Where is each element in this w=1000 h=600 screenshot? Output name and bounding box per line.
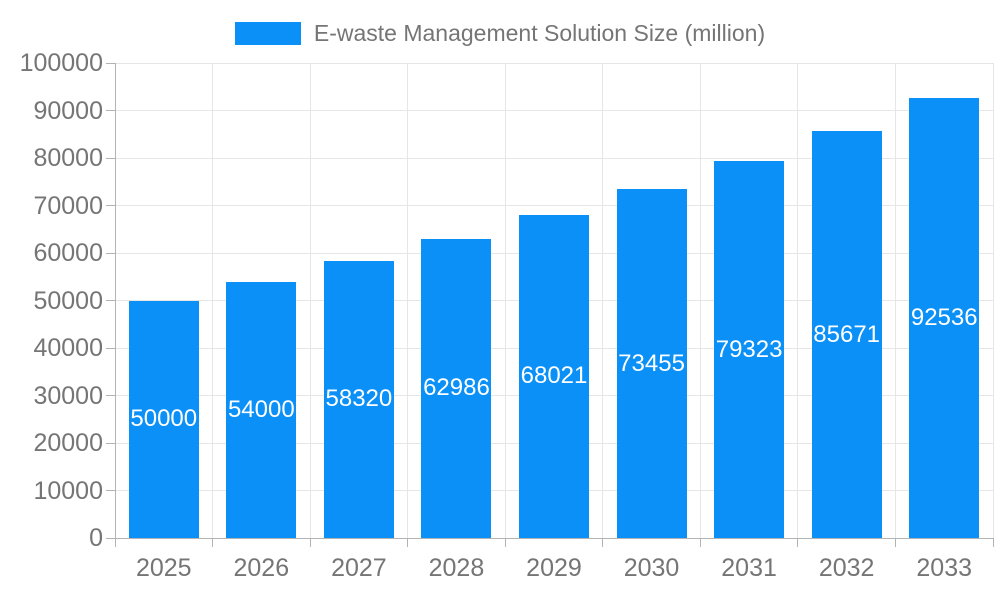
- bar: 85671: [811, 131, 882, 538]
- bar: 79323: [714, 161, 785, 538]
- bar: 68021: [519, 214, 589, 538]
- gridline-vertical: [797, 63, 799, 538]
- bar-value-label: 62986: [423, 374, 490, 402]
- bar-value-label: 58320: [325, 385, 393, 413]
- y-axis-tick-label: 90000: [33, 96, 103, 125]
- gridline-vertical: [407, 63, 409, 538]
- gridline-vertical: [699, 63, 701, 538]
- x-axis-tick-label: 2029: [526, 554, 582, 582]
- bar: 73455: [616, 189, 687, 538]
- y-axis-tick: [106, 110, 115, 111]
- bar-value-label: 85671: [813, 320, 881, 348]
- bar-value-label: 73455: [618, 349, 685, 377]
- gridline-horizontal: [115, 110, 993, 111]
- x-axis-tick-label: 2030: [623, 554, 680, 582]
- gridline-vertical: [309, 63, 311, 538]
- x-axis-tick-label: 2031: [721, 554, 777, 582]
- bar-value-label: 50000: [130, 405, 198, 433]
- y-axis-tick: [106, 62, 115, 64]
- x-axis-tick: [504, 538, 506, 547]
- y-axis-tick-label: 0: [89, 524, 103, 552]
- bar-value-label: 92536: [910, 304, 978, 332]
- y-axis-tick: [106, 300, 115, 301]
- x-axis-tick-label: 2033: [916, 554, 973, 582]
- y-axis-tick-label: 20000: [33, 429, 103, 457]
- bar-value-label: 79323: [715, 335, 783, 363]
- x-axis-tick-label: 2032: [818, 554, 875, 582]
- gridline-horizontal: [115, 62, 993, 64]
- y-axis-tick: [106, 395, 115, 396]
- bar: 62986: [421, 238, 492, 538]
- legend-label: E-waste Management Solution Size (millio…: [313, 19, 766, 46]
- bar: 92536: [909, 98, 980, 538]
- gridline-horizontal: [115, 157, 993, 159]
- x-axis-tick: [797, 538, 799, 547]
- y-axis-tick: [106, 442, 115, 444]
- gridline-vertical: [992, 63, 994, 538]
- y-axis-tick: [106, 490, 115, 491]
- bar: 54000: [226, 281, 297, 538]
- y-axis-tick: [106, 157, 115, 159]
- x-axis-line: [115, 537, 993, 539]
- y-axis-tick-label: 100000: [19, 49, 103, 77]
- bar-value-label: 54000: [227, 395, 295, 423]
- y-axis-tick: [106, 537, 115, 539]
- x-axis-tick-label: 2025: [135, 554, 192, 582]
- gridline-vertical: [602, 63, 604, 538]
- y-axis-tick: [106, 252, 115, 254]
- x-axis-tick: [407, 538, 409, 547]
- x-axis-tick-label: 2026: [233, 554, 290, 582]
- y-axis-tick-label: 50000: [33, 286, 103, 315]
- y-axis-tick-label: 30000: [33, 381, 103, 410]
- x-axis-tick: [309, 538, 311, 547]
- y-axis-tick-label: 10000: [33, 476, 103, 505]
- legend: E-waste Management Solution Size (millio…: [0, 20, 1000, 46]
- gridline-vertical: [504, 63, 506, 538]
- bar: 50000: [128, 300, 199, 538]
- x-axis-tick-label: 2028: [428, 554, 485, 582]
- x-axis-tick: [699, 538, 701, 547]
- y-axis-tick-label: 40000: [33, 334, 103, 362]
- y-axis-tick-label: 80000: [33, 144, 103, 172]
- bar: 58320: [323, 260, 394, 538]
- x-axis-tick: [992, 538, 994, 547]
- y-axis-line: [114, 63, 116, 547]
- y-axis-tick: [106, 347, 115, 349]
- y-axis-tick: [106, 205, 115, 206]
- x-axis-tick: [894, 538, 896, 547]
- gridline-vertical: [212, 63, 214, 538]
- y-axis-tick-label: 60000: [33, 239, 103, 267]
- gridline-vertical: [894, 63, 896, 538]
- bar-value-label: 68021: [520, 362, 588, 390]
- x-axis-tick: [602, 538, 604, 547]
- y-axis-tick-label: 70000: [33, 191, 103, 220]
- gridline-horizontal: [115, 205, 993, 206]
- x-axis-tick-label: 2027: [331, 554, 387, 582]
- x-axis-tick: [212, 538, 214, 547]
- legend-swatch: [234, 21, 301, 45]
